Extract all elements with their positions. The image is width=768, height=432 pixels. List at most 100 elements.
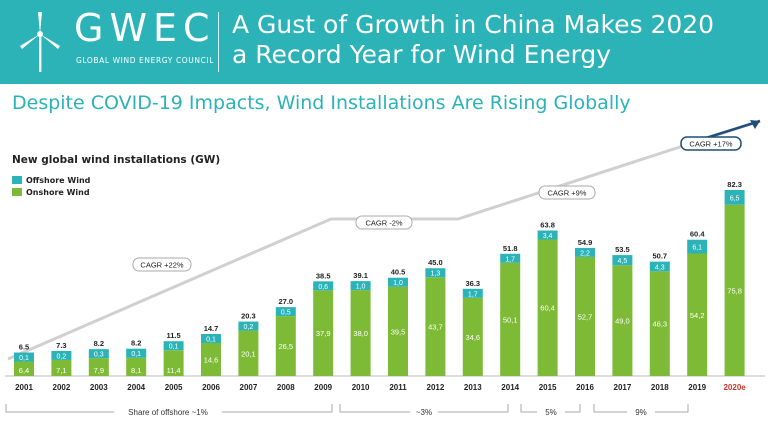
label-onshore-2016: 52,7 [578, 312, 593, 321]
wind-installations-chart: 6,4 0,1 6.5 2001 7,1 0,2 7.3 2002 7,9 0,3 8.2 2003 8… [5, 119, 765, 418]
label-total-2002: 7.3 [56, 341, 66, 350]
label-offshore-2001: 0,1 [19, 355, 29, 362]
bar-onshore-2007 [238, 330, 259, 376]
bar-onshore-2005 [163, 350, 184, 376]
page-subtitle: Despite COVID-19 Impacts, Wind Installat… [12, 92, 631, 114]
label-total-2004: 8.2 [131, 339, 141, 348]
bar-offshore-2009 [313, 281, 334, 291]
x-tick-2016: 2016 [576, 383, 594, 392]
label-offshore-2002: 0,2 [57, 353, 67, 360]
label-offshore-2012: 1,3 [431, 271, 441, 278]
bar-onshore-2006 [201, 343, 221, 376]
label-onshore-2020e: 75,8 [727, 286, 742, 295]
label-onshore-2004: 8,1 [131, 366, 141, 375]
label-offshore-2011: 1,0 [393, 280, 403, 287]
bar-offshore-2018 [649, 261, 670, 272]
label-offshore-2006: 0,1 [206, 337, 216, 344]
bar-onshore-2016 [575, 256, 595, 376]
label-offshore-2013: 1,7 [468, 291, 478, 298]
chart-legend: Offshore Wind Onshore Wind [12, 174, 90, 198]
bar-onshore-2012 [425, 277, 446, 376]
share-label-3: 9% [635, 408, 647, 417]
label-offshore-2007: 0,2 [244, 324, 254, 331]
label-offshore-2016: 2,2 [580, 250, 590, 257]
label-total-2008: 27.0 [278, 297, 293, 306]
legend-item-offshore: Offshore Wind [12, 174, 90, 186]
label-onshore-2009: 37,9 [316, 329, 331, 338]
label-onshore-2018: 46,3 [652, 320, 667, 329]
cagr-trend-line [7, 119, 761, 361]
header-title-line1: A Gust of Growth in China Makes 2020 [232, 10, 715, 39]
x-tick-2006: 2006 [202, 383, 220, 392]
label-offshore-2018: 4,3 [655, 265, 665, 272]
bar-onshore-2002 [51, 359, 72, 376]
bar-offshore-2004 [126, 348, 147, 358]
x-tick-2004: 2004 [127, 383, 145, 392]
share-label-bg-1 [410, 406, 438, 418]
label-onshore-2003: 7,9 [94, 366, 104, 375]
x-tick-2017: 2017 [614, 383, 632, 392]
bar-offshore-2003 [88, 349, 109, 359]
label-total-2007: 20.3 [241, 312, 256, 321]
bar-onshore-2020e [724, 204, 745, 376]
cagr-label-1: CAGR -2% [365, 219, 402, 228]
bar-onshore-2001 [14, 361, 34, 376]
bar-offshore-2017 [612, 255, 633, 266]
share-label-bg-3 [627, 406, 655, 418]
bar-onshore-2004 [126, 357, 147, 376]
bar-offshore-2010 [350, 281, 371, 291]
label-total-2011: 40.5 [391, 268, 406, 277]
bar-onshore-2009 [313, 290, 334, 376]
bar-onshore-2013 [462, 297, 483, 376]
header-banner: GWEC GLOBAL WIND ENERGY COUNCIL A Gust o… [0, 0, 768, 84]
share-label-2: 5% [545, 408, 557, 417]
bar-offshore-2005 [163, 341, 184, 351]
x-tick-2020e: 2020e [723, 383, 746, 392]
x-tick-2003: 2003 [90, 383, 108, 392]
legend-item-onshore: Onshore Wind [12, 186, 90, 198]
bar-offshore-2006 [201, 334, 221, 344]
header-title: A Gust of Growth in China Makes 2020 a R… [232, 10, 752, 70]
bar-offshore-2012 [425, 268, 446, 278]
x-tick-2011: 2011 [389, 383, 407, 392]
label-onshore-2001: 6,4 [19, 366, 29, 375]
bar-onshore-2011 [388, 286, 408, 376]
share-label-0: Share of offshore ~1% [128, 408, 208, 417]
logo-text: GWEC [74, 6, 216, 50]
chart-title: New global wind installations (GW) [12, 154, 221, 166]
label-offshore-2004: 0,1 [131, 351, 141, 358]
bar-offshore-2014 [500, 253, 521, 263]
bar-onshore-2017 [612, 265, 633, 376]
bar-onshore-2015 [537, 239, 558, 376]
x-tick-2002: 2002 [53, 383, 71, 392]
label-onshore-2012: 43,7 [428, 323, 443, 332]
wind-turbine-icon [20, 12, 60, 72]
x-tick-2015: 2015 [539, 383, 557, 392]
label-onshore-2005: 11,4 [167, 366, 181, 375]
bar-offshore-2001 [14, 352, 34, 362]
bar-offshore-2011 [388, 277, 408, 287]
x-tick-2019: 2019 [688, 383, 706, 392]
share-label-bg-2 [537, 406, 565, 418]
label-offshore-2005: 0,1 [169, 344, 179, 351]
label-onshore-2007: 20,1 [241, 349, 256, 358]
label-total-2017: 53.5 [615, 245, 630, 254]
label-onshore-2013: 34,6 [465, 333, 480, 342]
label-total-2016: 54.9 [578, 238, 593, 247]
label-offshore-2010: 1,0 [356, 284, 366, 291]
label-onshore-2014: 50,1 [503, 315, 518, 324]
legend-swatch-offshore [12, 176, 22, 184]
label-onshore-2006: 14,6 [204, 356, 219, 365]
bar-offshore-2013 [462, 288, 483, 298]
legend-swatch-onshore [12, 188, 22, 196]
bar-onshore-2019 [687, 253, 708, 376]
label-total-2014: 51.8 [503, 244, 518, 253]
label-onshore-2019: 54,2 [690, 311, 705, 320]
label-total-2009: 38.5 [316, 271, 331, 280]
x-tick-2014: 2014 [501, 383, 519, 392]
x-tick-2005: 2005 [165, 383, 183, 392]
label-offshore-2020e: 6,5 [730, 195, 740, 202]
label-total-2006: 14.7 [204, 324, 219, 333]
cagr-label-2: CAGR +9% [548, 189, 587, 198]
label-offshore-2003: 0,3 [94, 352, 104, 359]
